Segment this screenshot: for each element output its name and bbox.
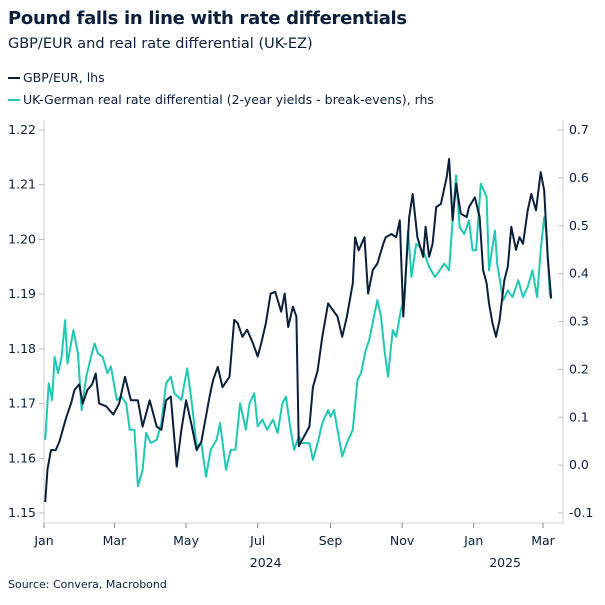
right-tick-label: 0.7 [569,122,589,137]
left-tick-label: 1.17 [8,396,36,411]
x-tick-label: Mar [103,533,127,548]
series-line-gbpeur [44,158,553,503]
left-tick-label: 1.20 [8,231,36,246]
x-tick-label: Nov [390,533,415,548]
x-tick-label: Jan [33,533,53,548]
legend-label: UK-German real rate differential (2-year… [23,92,434,107]
left-tick-label: 1.19 [8,286,36,301]
right-tick-label: 0.4 [569,266,589,281]
right-tick-label: 0.2 [569,361,589,376]
chart-title: Pound falls in line with rate differenti… [8,8,407,29]
left-tick-label: 1.21 [8,177,36,192]
legend-item-gbpeur: GBP/EUR, lhs [8,70,105,85]
left-tick-label: 1.22 [8,122,36,137]
legend-swatch [8,98,20,101]
chart-subtitle: GBP/EUR and real rate differential (UK-E… [8,36,313,52]
series-line-rate-differential [44,174,551,488]
left-tick-label: 1.15 [8,505,36,520]
legend-label: GBP/EUR, lhs [23,70,105,85]
x-tick-label: Jan [463,533,483,548]
x-tick-label: Jul [249,533,265,548]
x-tick-label: Mar [531,533,555,548]
year-label: 2024 [250,555,282,570]
right-tick-label: -0.1 [569,505,593,520]
right-tick-label: 0.3 [569,314,589,329]
source-note: Source: Convera, Macrobond [8,578,167,591]
right-tick-label: 0.0 [569,457,589,472]
x-tick-label: Sep [319,533,343,548]
right-tick-label: 0.6 [569,170,589,185]
legend-item-rate-diff: UK-German real rate differential (2-year… [8,92,434,107]
left-tick-label: 1.18 [8,341,36,356]
right-tick-label: 0.1 [569,409,589,424]
left-tick-label: 1.16 [8,450,36,465]
legend-swatch [8,76,20,79]
x-tick-label: May [173,533,199,548]
year-label: 2025 [489,555,521,570]
right-tick-label: 0.5 [569,218,589,233]
